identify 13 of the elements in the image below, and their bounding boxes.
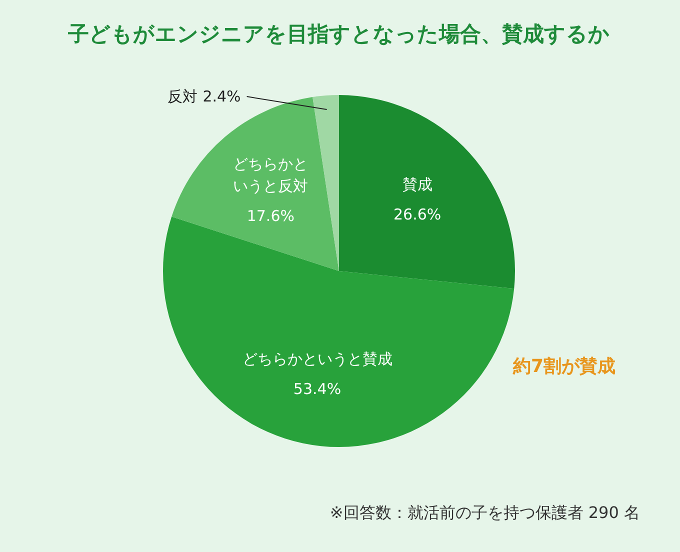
data-label: 53.4% xyxy=(293,380,342,398)
pie-slice xyxy=(339,95,515,289)
slice-label: どちらかというと反対 xyxy=(233,154,308,195)
text: 約7割が賛成 xyxy=(512,356,616,377)
slice-label: 反対 xyxy=(168,88,198,106)
pie-slice xyxy=(312,95,339,271)
data-label: 2.4% xyxy=(202,88,241,106)
data-label: 17.6% xyxy=(246,206,294,225)
slice-label: どちらかというと賛成 xyxy=(242,350,392,368)
data-label: 26.6% xyxy=(394,206,442,224)
chart-title: 子どもがエンジニアを目指すとなった場合、賛成するか xyxy=(67,22,610,46)
text: ※回答数：就活前の子を持つ保護者 290 名 xyxy=(330,503,640,522)
slice-label: 賛成 xyxy=(402,176,432,194)
